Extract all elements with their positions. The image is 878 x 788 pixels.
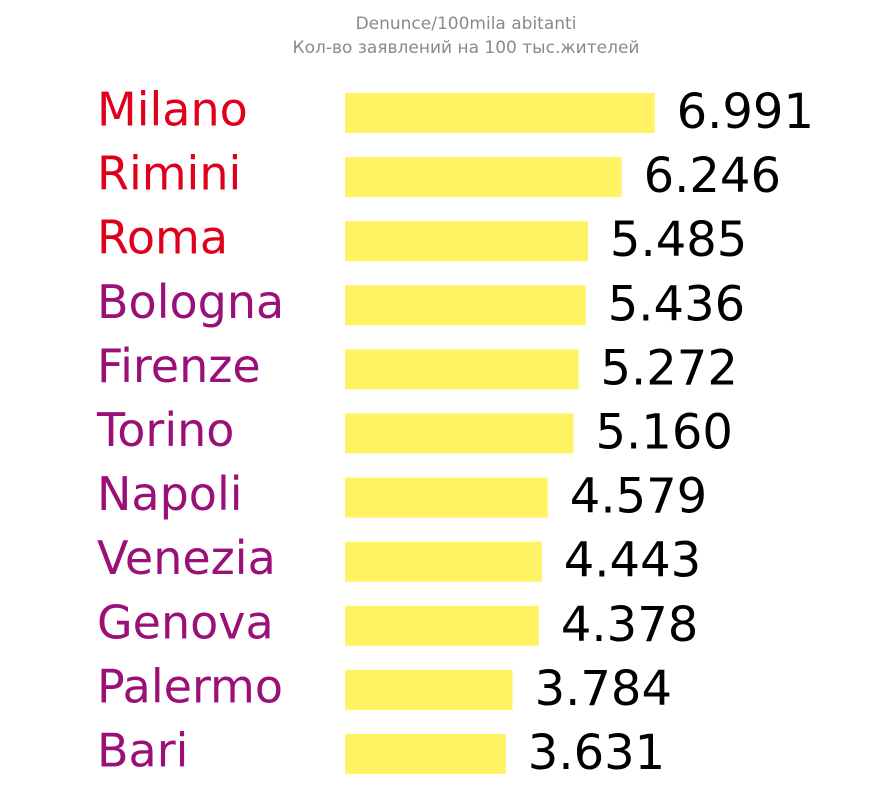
value-label: 6.991 — [677, 84, 814, 140]
bar — [345, 669, 513, 710]
category-label: Venezia — [97, 531, 276, 585]
category-label: Roma — [97, 211, 228, 265]
category-label: Palermo — [97, 659, 283, 713]
category-label: Bari — [97, 724, 188, 778]
bar — [345, 413, 574, 454]
bar — [345, 605, 539, 646]
bar — [345, 349, 579, 390]
bar — [345, 734, 506, 774]
chart-subtitle: Кол-во заявлений на 100 тыс.жителей — [293, 38, 640, 58]
value-label: 5.485 — [610, 212, 747, 268]
value-label: 4.579 — [570, 469, 707, 525]
category-label: Genova — [97, 595, 274, 649]
bar — [345, 477, 548, 518]
bar — [345, 221, 588, 262]
bar — [345, 157, 622, 198]
category-label: Firenze — [97, 339, 261, 393]
category-label: Milano — [97, 83, 248, 137]
value-label: 4.443 — [564, 533, 701, 589]
value-label: 3.784 — [535, 661, 672, 717]
category-label: Napoli — [97, 467, 243, 521]
chart-title: Denunce/100mila abitanti — [356, 14, 577, 34]
category-label: Torino — [96, 403, 234, 457]
bar — [345, 541, 542, 582]
value-label: 5.160 — [596, 405, 733, 461]
category-label: Rimini — [97, 147, 241, 201]
value-label: 4.378 — [561, 597, 698, 653]
value-label: 6.246 — [644, 148, 781, 204]
value-label: 3.631 — [528, 725, 665, 781]
bar — [345, 93, 655, 133]
value-label: 5.272 — [600, 340, 737, 396]
value-label: 5.436 — [608, 276, 745, 332]
category-label: Bologna — [97, 275, 284, 329]
bar — [345, 285, 586, 326]
